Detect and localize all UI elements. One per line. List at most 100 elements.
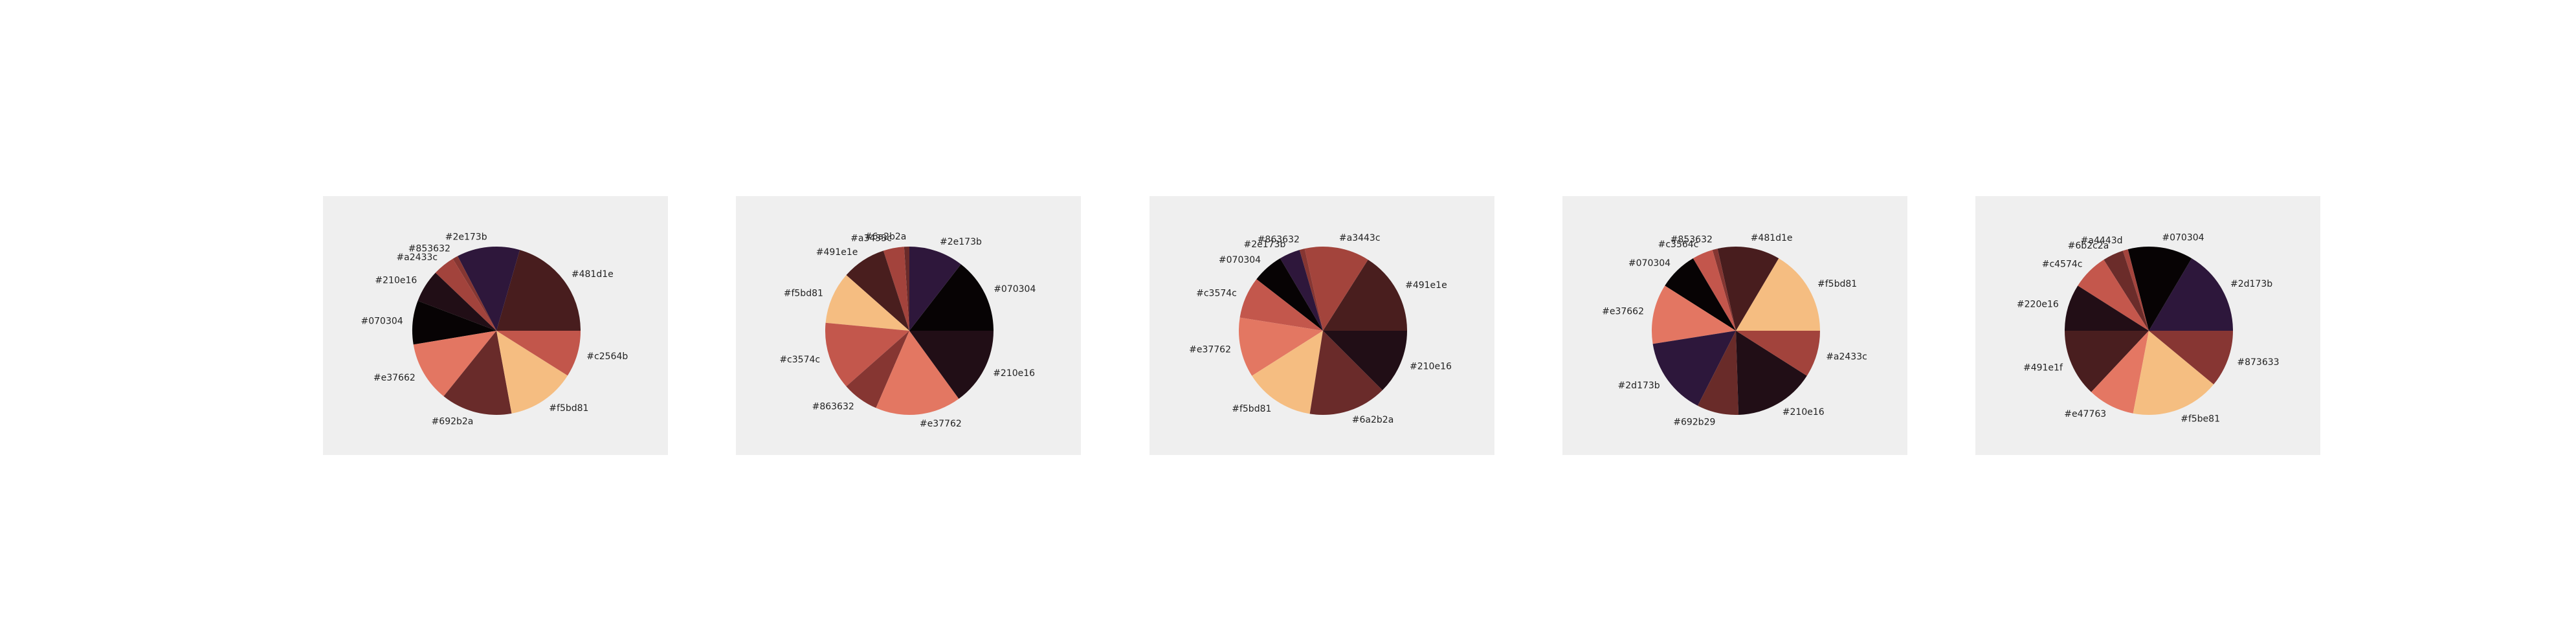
pie-slice — [496, 250, 581, 331]
slice-label: #a3443c — [1339, 233, 1381, 243]
pie-slice — [909, 247, 961, 331]
pie-slice — [496, 331, 568, 414]
slice-label: #491e1e — [1405, 280, 1447, 291]
pie-slice — [2065, 331, 2149, 392]
slice-label: #070304 — [2162, 232, 2204, 243]
slice-label: #6b2c2a — [2068, 241, 2109, 251]
pie-slice — [1712, 249, 1736, 331]
slice-label: #2d173b — [2230, 279, 2272, 289]
pie-slice — [1323, 260, 1407, 331]
slice-label: #f5bd81 — [549, 403, 588, 414]
slice-label: #210e16 — [1782, 407, 1825, 417]
slice-label: #210e16 — [375, 276, 417, 286]
slice-label: #481d1e — [1751, 233, 1793, 243]
pie-slice — [435, 258, 496, 331]
pie-panel-4: #f5bd81 #481d1e #853632 #c3564c #070304 #e376… — [1562, 196, 1907, 455]
pie-slice — [883, 247, 909, 331]
pie-slice — [825, 322, 909, 386]
pie-slice — [1238, 317, 1323, 376]
pie-slice — [2065, 285, 2149, 331]
pie-chart: #f5bd81 #481d1e #853632#c3564c #070304 #e376… — [1602, 233, 1867, 428]
slice-label: #873633 — [2237, 357, 2279, 368]
slice-label: #2e173b — [1244, 239, 1286, 250]
pie-slice — [904, 247, 909, 331]
slice-label: #491e1f — [2023, 363, 2063, 373]
pie-slice — [1299, 249, 1323, 331]
slice-label: #e37762 — [1189, 344, 1231, 355]
pie-slice — [1736, 331, 1807, 415]
pie-slice — [2091, 331, 2149, 414]
pie-slice — [909, 264, 994, 331]
slice-label: #210e16 — [1410, 362, 1452, 372]
slice-label: #f5bd81 — [784, 288, 823, 298]
slice-label: #c3564c — [1658, 239, 1699, 250]
pie-slice — [2122, 249, 2149, 331]
pie-slice — [2149, 331, 2233, 384]
pie-slice — [2149, 258, 2233, 331]
slice-label: #e37662 — [1602, 307, 1644, 317]
slice-label: #692b2a — [432, 417, 474, 427]
slice-label: #e37662 — [373, 373, 416, 383]
pie-slice — [2078, 260, 2149, 331]
pie-slice — [1736, 331, 1820, 376]
pie-slice — [825, 275, 909, 331]
pie-slice — [2133, 331, 2214, 416]
pie-slice — [846, 331, 909, 408]
slice-label: #481d1e — [572, 269, 614, 280]
slice-label: #2e173b — [940, 237, 982, 247]
pie-slice — [1651, 285, 1736, 344]
pie-slice — [1239, 279, 1323, 331]
pie-slice — [846, 250, 909, 331]
slice-label: #a4443d — [2081, 236, 2123, 246]
pie-slice — [1717, 246, 1779, 331]
slice-label: #491e1e — [816, 247, 858, 258]
pie-slice — [412, 300, 496, 345]
slice-label: #863632 — [1258, 235, 1300, 245]
slice-label: #c3574c — [779, 355, 820, 365]
pie-slice — [1323, 331, 1407, 390]
slice-label: #070304 — [361, 316, 403, 327]
pie-slice — [1252, 331, 1323, 414]
pie-slice — [443, 331, 512, 416]
slice-label: #c4574c — [2042, 260, 2083, 270]
slice-label: #a3433c — [850, 234, 892, 244]
pie-slice — [452, 256, 496, 331]
pie-chart: #2d173b #070304 #a4443d#6b2c2a #c4574c #220e… — [2017, 232, 2280, 424]
slice-label: #2e173b — [445, 232, 487, 243]
pie-slice — [1736, 258, 1820, 331]
slice-label: #6a2b2a — [1352, 415, 1394, 425]
pie-slice — [876, 331, 959, 415]
pie-slice — [1256, 258, 1323, 331]
slice-label: #f5bd81 — [1232, 404, 1271, 414]
slice-label: #070304 — [1219, 255, 1261, 265]
pie-slice — [417, 272, 496, 331]
slice-label: #e47763 — [2064, 409, 2106, 419]
slice-label: #863632 — [812, 401, 854, 412]
pie-panel-3: #491e1e #a3443c #863632 #2e173b #070304 #c357… — [1149, 196, 1494, 455]
slice-label: #2d173b — [1618, 381, 1660, 391]
slice-label: #a2433c — [396, 252, 438, 263]
pie-slice — [1280, 250, 1323, 331]
pie-slice — [2104, 250, 2149, 331]
slice-label: #f5bd81 — [1817, 279, 1857, 289]
pie-slice — [1693, 250, 1736, 331]
slice-label: #853632 — [1671, 235, 1713, 245]
slice-label: #853632 — [408, 244, 450, 254]
pie-slice — [909, 331, 994, 399]
pie-slice — [1652, 331, 1736, 406]
pie-panel-2: #070304 #2e173b #6a2b2a #a3433c #491e1e #f5bd… — [736, 196, 1081, 455]
slice-label: #a2433c — [1826, 352, 1867, 362]
slice-label: #210e16 — [993, 368, 1035, 379]
pie-panel-5: #2d173b #070304 #a4443d #6b2c2a #c4574c #220e… — [1975, 196, 2320, 455]
slice-label: #c3574c — [1196, 288, 1237, 298]
pie-slice — [1665, 258, 1736, 331]
pie-chart: #481d1e #2e173b#853632#a2433c #210e16 #0703… — [361, 232, 628, 427]
slice-label: #220e16 — [2017, 300, 2059, 310]
slice-label: #070304 — [1628, 258, 1671, 269]
slice-label: #070304 — [994, 284, 1036, 294]
slice-label: #f5be81 — [2181, 414, 2220, 424]
pie-slice — [496, 331, 581, 376]
pie-slice — [413, 331, 496, 397]
pie-chart: #070304 #2e173b #6a2b2a#a3433c #491e1e #f5bd… — [779, 232, 1036, 429]
